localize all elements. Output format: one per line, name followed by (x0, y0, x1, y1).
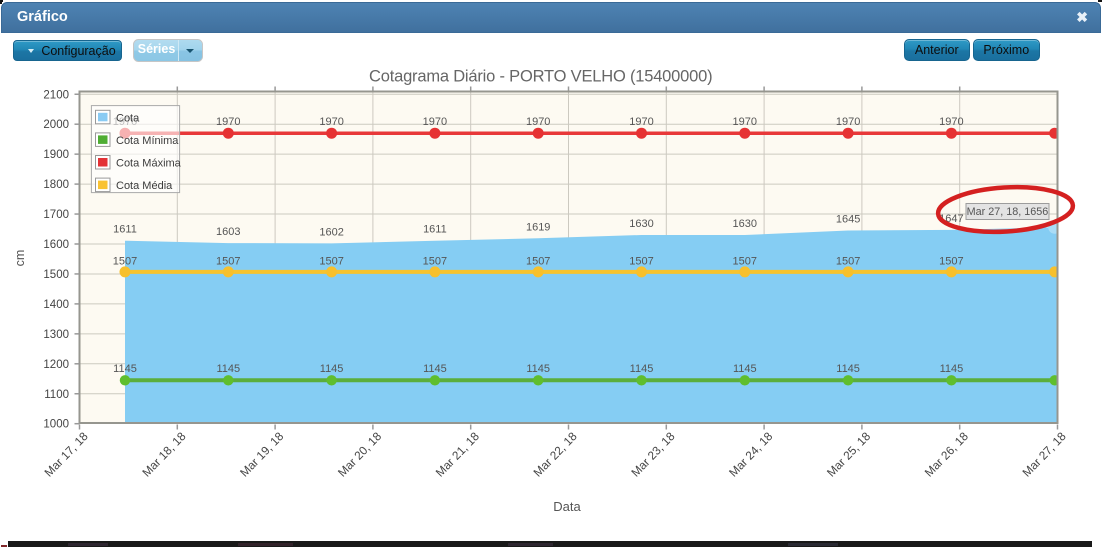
svg-text:1630: 1630 (629, 218, 653, 230)
svg-text:1507: 1507 (733, 256, 757, 268)
svg-text:Mar 21, 18: Mar 21, 18 (433, 429, 483, 480)
svg-text:1611: 1611 (113, 224, 137, 236)
svg-text:1970: 1970 (319, 116, 343, 128)
svg-text:1000: 1000 (43, 419, 69, 431)
svg-text:1603: 1603 (216, 226, 240, 238)
svg-text:1145: 1145 (526, 363, 550, 375)
svg-text:Mar 23, 18: Mar 23, 18 (628, 429, 678, 480)
svg-text:1970: 1970 (939, 116, 963, 128)
svg-text:Mar 24, 18: Mar 24, 18 (726, 429, 776, 480)
svg-text:1200: 1200 (43, 359, 69, 371)
svg-text:1145: 1145 (423, 363, 447, 375)
svg-text:Mar 25, 18: Mar 25, 18 (824, 429, 874, 480)
svg-text:Cota Média: Cota Média (116, 180, 173, 192)
svg-text:1507: 1507 (423, 256, 447, 268)
svg-text:1300: 1300 (43, 329, 69, 341)
svg-text:1145: 1145 (320, 363, 344, 375)
svg-text:1400: 1400 (43, 299, 69, 311)
svg-text:2100: 2100 (43, 89, 69, 101)
svg-text:1970: 1970 (423, 116, 447, 128)
svg-text:1507: 1507 (629, 256, 653, 268)
svg-text:1630: 1630 (733, 218, 757, 230)
svg-text:Mar 27, 18: Mar 27, 18 (1020, 429, 1070, 480)
svg-text:1145: 1145 (836, 363, 860, 375)
svg-text:Mar 17, 18: Mar 17, 18 (42, 429, 92, 480)
svg-text:1970: 1970 (733, 116, 757, 128)
svg-text:1970: 1970 (836, 116, 860, 128)
svg-text:1145: 1145 (113, 363, 137, 375)
svg-text:Data: Data (553, 499, 581, 514)
svg-text:1145: 1145 (940, 363, 964, 375)
svg-text:Mar 19, 18: Mar 19, 18 (237, 429, 287, 480)
svg-text:1145: 1145 (216, 363, 240, 375)
svg-text:1507: 1507 (836, 256, 860, 268)
svg-text:1645: 1645 (836, 214, 860, 226)
svg-text:1970: 1970 (216, 116, 240, 128)
svg-text:1611: 1611 (423, 224, 447, 236)
svg-text:1600: 1600 (43, 239, 69, 251)
svg-text:1145: 1145 (733, 363, 757, 375)
svg-text:Cota Mínima: Cota Mínima (116, 135, 179, 147)
svg-text:1100: 1100 (44, 389, 69, 401)
svg-text:1970: 1970 (526, 116, 550, 128)
svg-text:1507: 1507 (319, 256, 343, 268)
svg-text:Mar 26, 18: Mar 26, 18 (922, 429, 972, 480)
svg-text:Mar 20, 18: Mar 20, 18 (335, 429, 385, 480)
svg-text:1800: 1800 (43, 179, 69, 191)
svg-text:Mar 27, 18, 1656: Mar 27, 18, 1656 (967, 206, 1049, 218)
svg-text:Cota: Cota (116, 112, 140, 124)
svg-text:Cota Máxima: Cota Máxima (116, 158, 182, 170)
svg-text:1619: 1619 (526, 221, 550, 233)
svg-text:1145: 1145 (630, 363, 654, 375)
svg-text:1602: 1602 (319, 226, 343, 238)
svg-text:1507: 1507 (939, 256, 963, 268)
svg-text:Mar 18, 18: Mar 18, 18 (139, 429, 189, 480)
svg-text:Mar 22, 18: Mar 22, 18 (531, 429, 581, 480)
svg-text:1507: 1507 (216, 256, 240, 268)
svg-text:1970: 1970 (629, 116, 653, 128)
svg-text:2000: 2000 (43, 119, 69, 131)
svg-text:1700: 1700 (43, 209, 69, 221)
svg-text:1507: 1507 (113, 256, 137, 268)
svg-text:Cotagrama Diário - PORTO VELHO: Cotagrama Diário - PORTO VELHO (15400000… (369, 68, 712, 86)
svg-text:1900: 1900 (43, 149, 69, 161)
svg-text:1500: 1500 (43, 269, 69, 281)
svg-text:cm: cm (13, 250, 27, 267)
svg-text:1507: 1507 (526, 256, 550, 268)
